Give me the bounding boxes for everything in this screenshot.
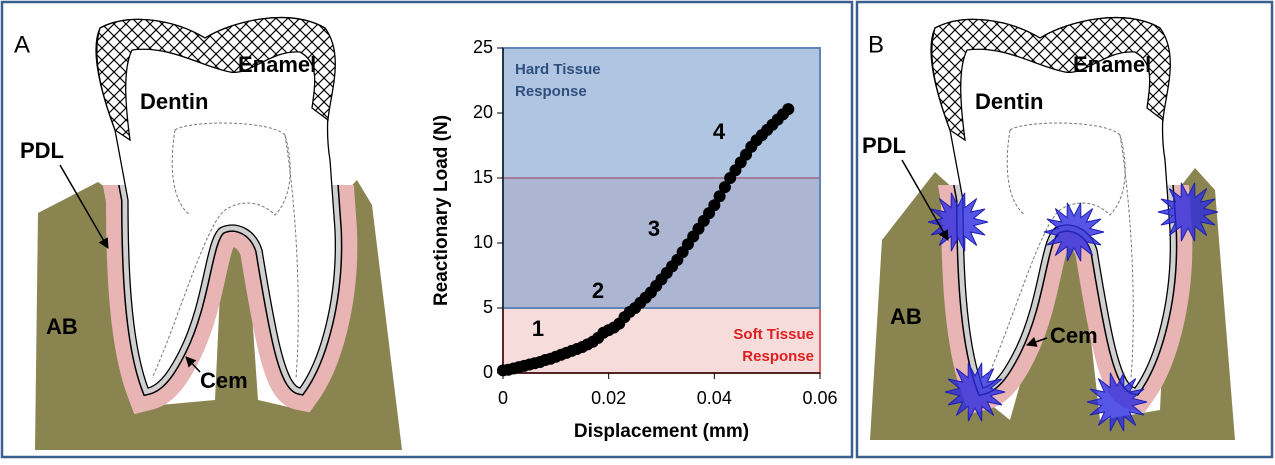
pdl-label: PDL (862, 133, 906, 158)
annotation: 3 (648, 216, 660, 241)
data-point (708, 199, 721, 212)
stress-star (944, 362, 1006, 422)
region-label: Soft Tissue (733, 326, 814, 343)
data-point (782, 103, 795, 116)
data-point (713, 190, 726, 203)
dentin-label: Dentin (975, 89, 1043, 114)
stress-star (1043, 202, 1105, 262)
annotation: 4 (713, 119, 726, 144)
arrow (1026, 336, 1048, 347)
ab-label: AB (46, 314, 78, 339)
ab-label: AB (890, 304, 922, 329)
chart: Soft Tissue Response Hard Tissue Response 0 5… (431, 37, 838, 442)
x-tick-label: 0 (498, 388, 508, 408)
y-tick-label: 5 (483, 297, 493, 317)
cem-label: Cem (200, 368, 248, 393)
stress-star (1086, 372, 1148, 432)
y-axis-label: Reactionary Load (N) (431, 115, 452, 306)
x-tick-label: 0.02 (591, 388, 626, 408)
panel-label: B (868, 31, 884, 58)
region-label: Hard Tissue (515, 61, 601, 78)
y-tick-label: 0 (483, 362, 493, 382)
x-tick-label: 0.04 (697, 388, 732, 408)
stress-star (927, 192, 989, 252)
region (502, 47, 821, 309)
arrow (185, 356, 201, 373)
x-axis-label: Displacement (mm) (574, 421, 749, 442)
data-point (718, 181, 731, 194)
arrow (59, 164, 109, 249)
region-label: Response (742, 348, 814, 365)
enamel-label: Enamel (238, 52, 316, 77)
panel-b-frame (855, 0, 1274, 459)
pdl-label: PDL (20, 138, 64, 163)
annotation: 1 (532, 316, 544, 341)
y-tick-label: 20 (473, 102, 493, 122)
annotation: 2 (592, 278, 604, 303)
dentin-label: Dentin (140, 89, 208, 114)
enamel-label: Enamel (1073, 52, 1151, 77)
cem-label: Cem (1050, 323, 1098, 348)
y-tick-label: 10 (473, 232, 493, 252)
y-tick-label: 15 (473, 167, 493, 187)
stress-markers (927, 182, 1219, 432)
panel-a-frame (0, 0, 854, 459)
arrow (901, 159, 949, 241)
region-label: Response (515, 83, 587, 100)
y-tick-label: 25 (473, 37, 493, 57)
panel-label: A (14, 31, 30, 58)
stress-star (1157, 182, 1219, 242)
x-tick-label: 0.06 (802, 388, 837, 408)
